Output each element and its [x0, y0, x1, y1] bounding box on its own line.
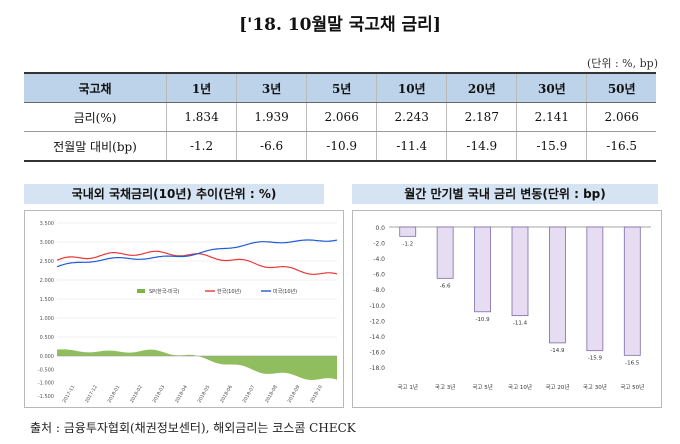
- us-10y-line: [56, 239, 338, 268]
- table-cell: -11.4: [376, 131, 447, 162]
- right-chart-title: 월간 만기별 국내 금리 변동(단위 : bp): [352, 184, 658, 204]
- y-tick-label: -18.0: [369, 365, 385, 372]
- x-tick-label: 국고 30년: [583, 383, 607, 391]
- korea-10y-line: [56, 250, 338, 275]
- source-note: 출처 : 금융투자협회(채권정보센터), 해외금리는 코스콤 CHECK: [30, 421, 356, 435]
- x-tick-label: 2018-05: [197, 384, 212, 404]
- monthly-change-bar-chart: 0.0 -2.0 -4.0 -6.0 -8.0 -10.0 -12.0 -14.0 -16.0 -…: [369, 225, 651, 391]
- table-cell: 2.066: [586, 102, 656, 132]
- y-tick-label: -1.000: [38, 381, 54, 387]
- y-tick-label: 1.500: [40, 297, 54, 303]
- table-row-change: 전월말 대비(bp) -1.2 -6.6 -10.9 -11.4 -14.9 -…: [24, 131, 656, 162]
- legend-swatch: [137, 289, 145, 293]
- table-cell: 1.939: [236, 102, 307, 132]
- x-tick-label: 2018-06: [219, 384, 234, 404]
- bar: [623, 226, 641, 356]
- x-tick-label: 국고 1년: [397, 383, 417, 391]
- x-tick-label: 국고 3년: [435, 383, 455, 391]
- bar-value-label: -1.2: [402, 241, 413, 247]
- left-chart-title: 국내외 국채금리(10년) 추이(단위 : %): [24, 184, 324, 204]
- header-3y: 3년: [236, 72, 307, 103]
- right-chart-panel: 0.0 -2.0 -4.0 -6.0 -8.0 -10.0 -12.0 -14.0 -16.0 -…: [352, 210, 662, 408]
- bar-value-label: -6.6: [440, 283, 451, 289]
- table-cell: -14.9: [446, 131, 517, 162]
- rates-trend-chart: 3.500 3.000 2.500 2.000 1.500 1.000 0.500 0.000…: [38, 221, 338, 404]
- table-cell: 2.187: [446, 102, 517, 132]
- y-tick-label: -4.0: [373, 256, 385, 263]
- table-cell: 1.834: [165, 102, 237, 132]
- y-tick-label: 0.0: [375, 225, 385, 232]
- bar-value-label: -14.9: [550, 348, 565, 354]
- x-tick-label: 국고 50년: [620, 383, 644, 391]
- x-tick-label: 2018-08: [264, 384, 279, 404]
- bar: [436, 226, 454, 279]
- y-tick-label: 3.000: [40, 240, 54, 246]
- y-tick-label: 1.000: [40, 316, 54, 322]
- x-tick-label: 2018-02: [129, 384, 144, 404]
- y-tick-label: -6.0: [373, 272, 385, 279]
- x-tick-label: 2018-10: [309, 384, 324, 404]
- x-tick-label: 2018-01: [107, 384, 122, 404]
- spread-area: [57, 349, 337, 380]
- x-tick-label: 2018-04: [174, 384, 189, 404]
- y-tick-label: -16.0: [369, 349, 385, 356]
- bar: [549, 226, 566, 344]
- header-20y: 20년: [446, 72, 517, 103]
- table-row-rate: 금리(%) 1.834 1.939 2.066 2.243 2.187 2.14…: [24, 102, 656, 132]
- y-tick-label: -0.500: [38, 367, 54, 373]
- bar: [399, 226, 417, 237]
- bar: [474, 226, 491, 313]
- y-tick-label: -8.0: [373, 287, 385, 294]
- y-tick-label: -10.0: [369, 303, 385, 310]
- table-cell: 2.243: [376, 102, 447, 132]
- row-label: 금리(%): [24, 102, 167, 132]
- header-30y: 30년: [516, 72, 587, 103]
- table-cell: -15.9: [516, 131, 587, 162]
- table-header-row: 국고채 1년 3년 5년 10년 20년 30년 50년: [24, 72, 656, 103]
- x-tick-label: 국고 20년: [545, 383, 569, 391]
- row-label: 전월말 대비(bp): [24, 131, 167, 162]
- bar-value-label: -15.9: [588, 356, 603, 362]
- rates-table: 국고채 1년 3년 5년 10년 20년 30년 50년 금리(%) 1.834…: [24, 72, 656, 162]
- y-tick-label: 3.500: [40, 221, 54, 227]
- y-tick-label: -1.500: [38, 394, 54, 400]
- page-title: ['18. 10월말 국고채 금리]: [239, 15, 441, 35]
- table-cell: -10.9: [306, 131, 377, 162]
- legend-label: SP(한국-미국): [149, 288, 179, 295]
- y-tick-label: -2.0: [373, 241, 385, 248]
- y-tick-label: -12.0: [369, 318, 385, 325]
- x-tick-label: 2018-03: [152, 384, 167, 404]
- bar-value-label: -11.4: [513, 321, 528, 327]
- y-tick-label: 0.500: [40, 335, 54, 341]
- table-cell: 2.066: [306, 102, 377, 132]
- x-tick-label: 2017-11: [62, 384, 77, 404]
- header-10y: 10년: [376, 72, 447, 103]
- y-tick-label: 2.000: [40, 278, 54, 284]
- table-cell: -1.2: [165, 131, 237, 162]
- left-chart-panel: 3.500 3.000 2.500 2.000 1.500 1.000 0.500 0.000…: [24, 210, 344, 408]
- bar-value-label: -10.9: [475, 317, 490, 323]
- header-bond: 국고채: [24, 72, 167, 103]
- y-tick-label: -14.0: [369, 334, 385, 341]
- header-50y: 50년: [586, 72, 656, 103]
- table-cell: -16.5: [586, 131, 656, 162]
- x-tick-label: 2018-09: [287, 384, 302, 404]
- table-cell: 2.141: [516, 102, 587, 132]
- bar: [586, 226, 604, 352]
- legend-label: 한국(10년): [217, 288, 241, 295]
- header-5y: 5년: [306, 72, 377, 103]
- unit-note: (단위 : %, bp): [586, 57, 658, 70]
- bar: [511, 226, 529, 317]
- x-tick-label: 국고 5년: [472, 383, 492, 391]
- x-tick-label: 2018-07: [242, 384, 257, 404]
- bar-value-label: -16.5: [625, 360, 640, 366]
- y-tick-label: 2.500: [40, 259, 54, 265]
- x-tick-label: 2017-12: [84, 384, 99, 404]
- y-tick-label: 0.000: [40, 354, 54, 360]
- legend-label: 미국(10년): [273, 288, 297, 295]
- header-1y: 1년: [165, 72, 237, 103]
- table-cell: -6.6: [236, 131, 307, 162]
- x-tick-label: 국고 10년: [508, 383, 532, 391]
